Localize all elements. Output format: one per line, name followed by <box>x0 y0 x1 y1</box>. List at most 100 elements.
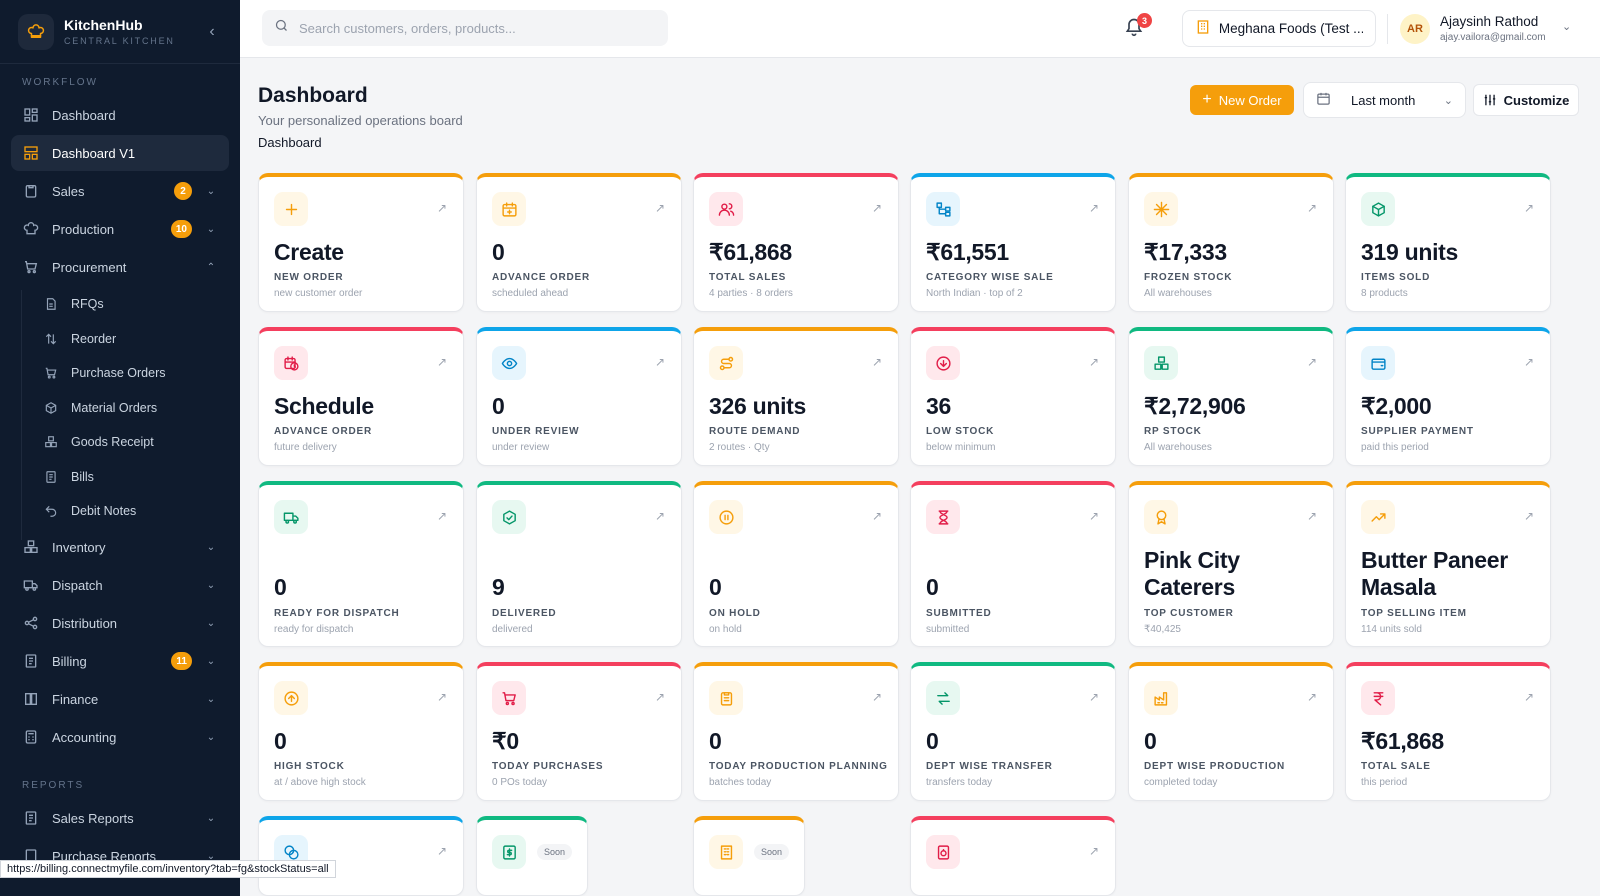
kpi-sublabel: this period <box>1361 777 1408 788</box>
kpi-card[interactable]: ↗ ₹2,000 SUPPLIER PAYMENT paid this period <box>1345 327 1551 466</box>
clipboard-list-icon <box>709 681 743 715</box>
kpi-card[interactable]: Soon <box>476 816 588 896</box>
open-arrow-icon[interactable]: ↗ <box>1306 201 1317 215</box>
kpi-card[interactable]: ↗ ₹61,868 TOTAL SALES 4 parties · 8 orders <box>693 173 899 312</box>
sidebar-item-procurement[interactable]: Procurement ⌃ <box>11 249 229 285</box>
sidebar-item-billing[interactable]: Billing 11 ⌄ <box>11 643 229 679</box>
open-arrow-icon[interactable]: ↗ <box>1088 690 1099 704</box>
kpi-card[interactable]: ↗ 36 LOW STOCK below minimum <box>910 327 1116 466</box>
open-arrow-icon[interactable]: ↗ <box>654 355 665 369</box>
kpi-card[interactable]: ↗ 0 ON HOLD on hold <box>693 481 899 647</box>
kpi-card[interactable]: ↗ Pink City Caterers TOP CUSTOMER ₹40,425 <box>1128 481 1334 647</box>
sidebar-subitem-debit-notes[interactable]: Debit Notes <box>32 495 228 527</box>
open-arrow-icon[interactable]: ↗ <box>1088 509 1099 523</box>
sidebar-subitem-reorder[interactable]: Reorder <box>32 323 228 355</box>
kpi-sublabel: new customer order <box>274 288 363 299</box>
kpi-card[interactable]: Soon <box>693 816 805 896</box>
open-arrow-icon[interactable]: ↗ <box>1523 690 1534 704</box>
kpi-card[interactable]: ↗ <box>910 816 1116 896</box>
chevron-down-icon: ⌄ <box>206 223 216 235</box>
open-arrow-icon[interactable]: ↗ <box>436 355 447 369</box>
sidebar-subitem-goods-receipt[interactable]: Goods Receipt <box>32 426 228 458</box>
sidebar-item-inventory[interactable]: Inventory ⌄ <box>11 529 229 565</box>
open-arrow-icon[interactable]: ↗ <box>436 690 447 704</box>
kpi-sublabel: scheduled ahead <box>492 288 569 299</box>
kpi-label: DEPT WISE PRODUCTION <box>1144 761 1286 772</box>
open-arrow-icon[interactable]: ↗ <box>436 844 447 858</box>
kpi-card[interactable]: ↗ 0 UNDER REVIEW under review <box>476 327 682 466</box>
open-arrow-icon[interactable]: ↗ <box>871 690 882 704</box>
new-order-button[interactable]: + New Order <box>1190 85 1294 115</box>
kpi-card[interactable]: ↗ 0 READY FOR DISPATCH ready for dispatch <box>258 481 464 647</box>
kpi-sublabel: on hold <box>709 624 742 635</box>
open-arrow-icon[interactable]: ↗ <box>1088 844 1099 858</box>
avatar[interactable]: AR <box>1400 14 1430 44</box>
customize-button[interactable]: Customize <box>1473 84 1579 116</box>
kpi-label: TOP CUSTOMER <box>1144 608 1234 619</box>
kpi-card[interactable]: ↗ 9 DELIVERED delivered <box>476 481 682 647</box>
kpi-card[interactable]: ↗ 0 ADVANCE ORDER scheduled ahead <box>476 173 682 312</box>
kpi-card[interactable]: ↗ ₹0 TODAY PURCHASES 0 POs today <box>476 662 682 801</box>
sidebar-item-sales[interactable]: Sales 2 ⌄ <box>11 173 229 209</box>
organization-selector[interactable]: Meghana Foods (Test ... <box>1182 10 1376 47</box>
open-arrow-icon[interactable]: ↗ <box>654 509 665 523</box>
open-arrow-icon[interactable]: ↗ <box>1523 201 1534 215</box>
kpi-card[interactable]: ↗ ₹17,333 FROZEN STOCK All warehouses <box>1128 173 1334 312</box>
open-arrow-icon[interactable]: ↗ <box>871 509 882 523</box>
open-arrow-icon[interactable]: ↗ <box>1306 355 1317 369</box>
open-arrow-icon[interactable]: ↗ <box>1306 509 1317 523</box>
open-arrow-icon[interactable]: ↗ <box>436 201 447 215</box>
open-arrow-icon[interactable]: ↗ <box>1523 509 1534 523</box>
kpi-label: SUPPLIER PAYMENT <box>1361 426 1474 437</box>
kpi-card[interactable]: ↗ ₹61,551 CATEGORY WISE SALE North Indian ·… <box>910 173 1116 312</box>
sidebar-subitem-rfqs[interactable]: RFQs <box>32 288 228 320</box>
chevron-down-icon: ⌄ <box>206 850 216 862</box>
sidebar-item-finance[interactable]: Finance ⌄ <box>11 681 229 717</box>
organization-name: Meghana Foods (Test ... <box>1218 21 1363 36</box>
notifications-button[interactable]: 3 <box>1124 13 1152 41</box>
search-box[interactable] <box>262 10 668 46</box>
sidebar-item-dispatch[interactable]: Dispatch ⌄ <box>11 567 229 603</box>
kpi-card[interactable]: ↗ ₹61,868 TOTAL SALE this period <box>1345 662 1551 801</box>
collapse-sidebar-icon[interactable]: ‹ <box>209 22 215 40</box>
kpi-card[interactable]: ↗ 326 units ROUTE DEMAND 2 routes · Qty <box>693 327 899 466</box>
status-url: https://billing.connectmyfile.com/invent… <box>0 860 336 878</box>
user-menu-chevron-icon[interactable]: ⌄ <box>1562 21 1572 33</box>
open-arrow-icon[interactable]: ↗ <box>871 355 882 369</box>
sidebar-item-accounting[interactable]: Accounting ⌄ <box>11 719 229 755</box>
kpi-card[interactable]: ↗ ₹2,72,906 RP STOCK All warehouses <box>1128 327 1334 466</box>
kpi-card[interactable]: ↗ <box>258 816 464 896</box>
sidebar-item-dashboard-v1[interactable]: Dashboard V1 <box>11 135 229 171</box>
open-arrow-icon[interactable]: ↗ <box>871 201 882 215</box>
sort-arrows-icon <box>43 331 59 347</box>
sidebar-subitem-purchase-orders[interactable]: Purchase Orders <box>32 357 228 389</box>
sidebar-item-sales-reports[interactable]: Sales Reports ⌄ <box>11 800 229 836</box>
open-arrow-icon[interactable]: ↗ <box>654 201 665 215</box>
sidebar-item-dashboard[interactable]: Dashboard <box>11 97 229 133</box>
kpi-card[interactable]: ↗ 0 DEPT WISE TRANSFER transfers today <box>910 662 1116 801</box>
date-range-select[interactable]: Last month ⌄ <box>1303 82 1466 118</box>
kpi-card[interactable]: ↗ 0 DEPT WISE PRODUCTION completed today <box>1128 662 1334 801</box>
open-arrow-icon[interactable]: ↗ <box>436 509 447 523</box>
kpi-card[interactable]: ↗ 319 units ITEMS SOLD 8 products <box>1345 173 1551 312</box>
sidebar-subitem-material-orders[interactable]: Material Orders <box>32 392 228 424</box>
open-arrow-icon[interactable]: ↗ <box>1523 355 1534 369</box>
kpi-card[interactable]: ↗ Schedule ADVANCE ORDER future delivery <box>258 327 464 466</box>
sidebar-item-purchase-reports[interactable]: Purchase Reports ⌄ <box>11 838 229 874</box>
kpi-card[interactable]: ↗ Create NEW ORDER new customer order <box>258 173 464 312</box>
search-input[interactable] <box>299 20 656 36</box>
kpi-value: 0 <box>709 574 722 600</box>
kpi-sublabel: 8 products <box>1361 288 1408 299</box>
kpi-card[interactable]: ↗ 0 SUBMITTED submitted <box>910 481 1116 647</box>
sidebar-item-production[interactable]: Production 10 ⌄ <box>11 211 229 247</box>
open-arrow-icon[interactable]: ↗ <box>1088 355 1099 369</box>
boxes-icon <box>1144 346 1178 380</box>
open-arrow-icon[interactable]: ↗ <box>654 690 665 704</box>
open-arrow-icon[interactable]: ↗ <box>1306 690 1317 704</box>
kpi-card[interactable]: ↗ 0 TODAY PRODUCTION PLANNING batches today <box>693 662 899 801</box>
sidebar-subitem-bills[interactable]: Bills <box>32 461 228 493</box>
kpi-card[interactable]: ↗ 0 HIGH STOCK at / above high stock <box>258 662 464 801</box>
sidebar-item-distribution[interactable]: Distribution ⌄ <box>11 605 229 641</box>
kpi-card[interactable]: ↗ Butter Paneer Masala TOP SELLING ITEM 114… <box>1345 481 1551 647</box>
open-arrow-icon[interactable]: ↗ <box>1088 201 1099 215</box>
